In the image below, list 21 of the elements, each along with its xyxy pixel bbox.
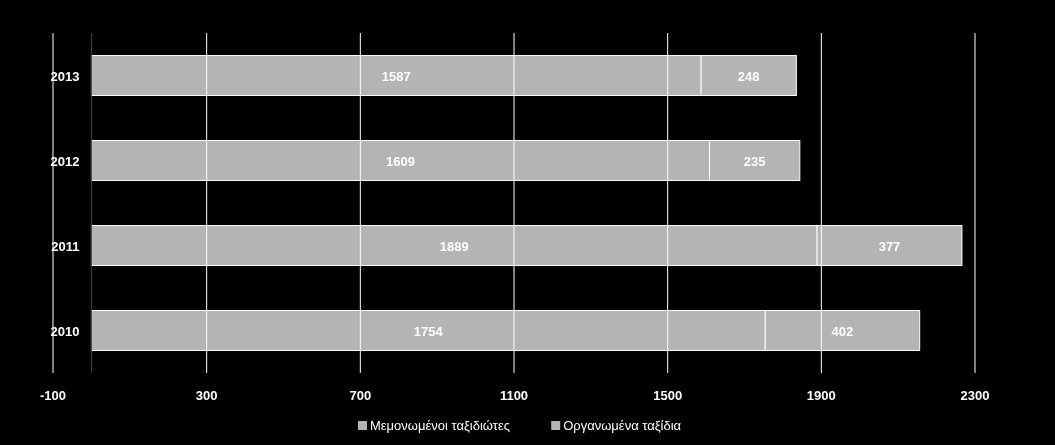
x-tick-label: 1900 bbox=[806, 388, 836, 403]
x-tick-label: 1100 bbox=[499, 388, 529, 403]
x-tick-label: 300 bbox=[195, 388, 218, 403]
y-tick-label: 2011 bbox=[51, 238, 80, 254]
data-label: 377 bbox=[878, 238, 901, 254]
data-label: 1889 bbox=[439, 238, 469, 254]
data-label: 248 bbox=[737, 68, 760, 84]
data-label: 235 bbox=[743, 153, 766, 169]
x-tick-label: 2300 bbox=[960, 388, 990, 403]
y-tick-label: 2013 bbox=[50, 68, 80, 84]
y-tick-label: 2010 bbox=[50, 323, 80, 339]
data-label: 1754 bbox=[413, 323, 444, 339]
x-tick-label: -100 bbox=[39, 388, 67, 403]
legend-label: Μεμονωμένοι ταξιδιώτες bbox=[370, 418, 510, 433]
data-label: 402 bbox=[831, 323, 854, 339]
x-tick-label: 1500 bbox=[653, 388, 683, 403]
data-label: 1609 bbox=[386, 153, 415, 169]
x-tick-label: 700 bbox=[349, 388, 372, 403]
y-tick-label: 2012 bbox=[50, 153, 80, 169]
data-label: 1587 bbox=[381, 68, 411, 84]
legend-label: Οργανωμένα ταξίδια bbox=[563, 418, 682, 433]
